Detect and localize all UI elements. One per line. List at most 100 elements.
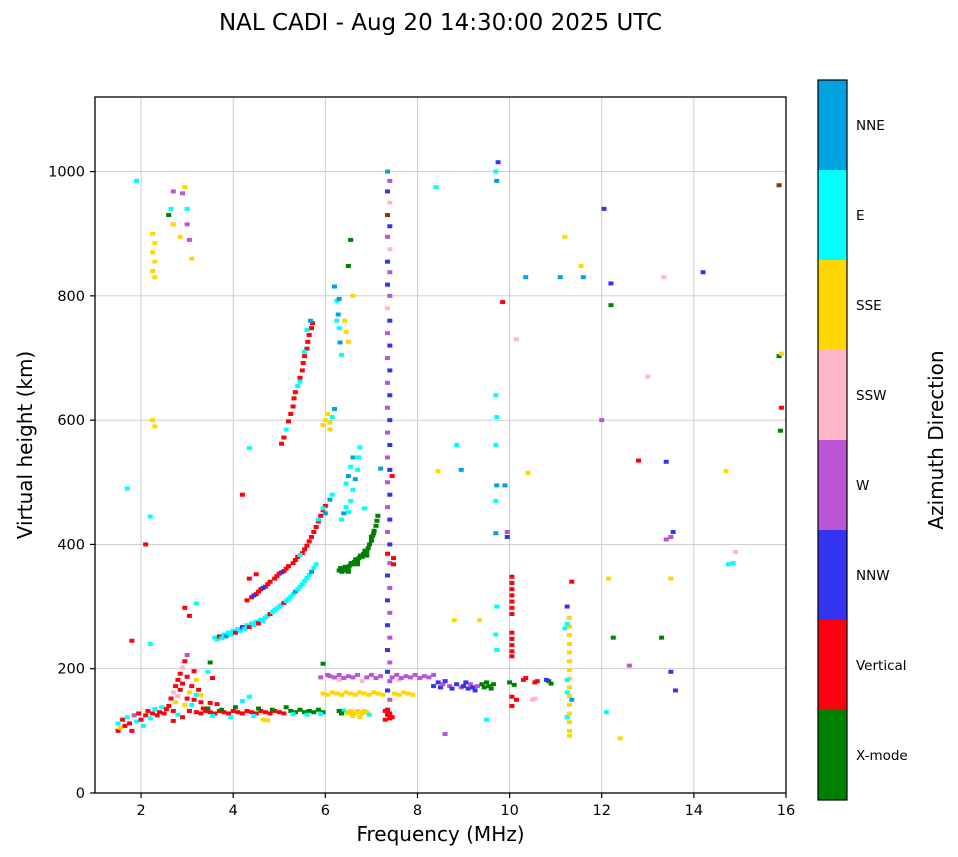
scatter-point (474, 684, 480, 689)
scatter-point (410, 692, 416, 697)
scatter-point (494, 415, 500, 420)
scatter-point (159, 705, 165, 710)
scatter-point (166, 213, 172, 218)
scatter-point (543, 677, 549, 682)
scatter-point (366, 712, 372, 717)
scatter-point (336, 708, 342, 713)
scatter-point (442, 679, 448, 684)
scatter-point (122, 723, 128, 728)
scatter-point (356, 556, 362, 561)
scatter-point (299, 582, 305, 587)
scatter-point (309, 321, 315, 326)
scatter-point (385, 688, 391, 693)
scatter-point (246, 446, 252, 451)
scatter-point (335, 312, 341, 317)
scatter-point (548, 681, 554, 686)
scatter-point (385, 189, 391, 194)
scatter-point (449, 686, 455, 691)
scatter-point (260, 619, 266, 624)
scatter-point (387, 542, 393, 547)
scatter-point (580, 275, 586, 280)
scatter-point (776, 354, 782, 359)
scatter-point (359, 711, 365, 716)
scatter-point (290, 561, 296, 566)
scatter-point (387, 200, 393, 205)
scatter-point (242, 626, 248, 631)
scatter-point (274, 574, 280, 579)
scatter-point (244, 708, 250, 713)
scatter-point (375, 691, 381, 696)
scatter-point (315, 707, 321, 712)
colorbar-segment-sse (818, 260, 847, 350)
scatter-point (295, 383, 301, 388)
scatter-point (361, 691, 367, 696)
scatter-point (661, 275, 667, 280)
scatter-point (569, 697, 575, 702)
scatter-point (327, 420, 333, 425)
scatter-point (433, 185, 439, 190)
scatter-point (325, 692, 331, 697)
scatter-point (778, 351, 784, 356)
scatter-point (359, 554, 365, 559)
scatter-point (385, 169, 391, 174)
scatter-point (564, 604, 570, 609)
scatter-point (302, 579, 308, 584)
scatter-point (345, 711, 351, 716)
scatter-point (173, 700, 179, 705)
scatter-point (184, 653, 190, 658)
scatter-point (617, 736, 623, 741)
scatter-point (338, 566, 344, 571)
scatter-point (412, 672, 418, 677)
scatter-point (260, 585, 266, 590)
scatter-point (341, 511, 347, 516)
scatter-point (350, 713, 356, 718)
scatter-point (371, 528, 377, 533)
scatter-point (663, 537, 669, 542)
scatter-point (355, 562, 361, 567)
scatter-point (389, 715, 395, 720)
scatter-point (511, 682, 517, 687)
scatter-point (396, 692, 402, 697)
scatter-point (408, 675, 414, 680)
scatter-point (336, 672, 342, 677)
scatter-point (182, 605, 188, 610)
scatter-point (297, 379, 303, 384)
scatter-point (127, 721, 133, 726)
scatter-point (184, 222, 190, 227)
scatter-point (193, 601, 199, 606)
scatter-point (170, 708, 176, 713)
scatter-point (385, 623, 391, 628)
scatter-point (320, 691, 326, 696)
scatter-point (327, 497, 333, 502)
scatter-point (465, 686, 471, 691)
scatter-point (170, 690, 176, 695)
scatter-point (352, 477, 358, 482)
scatter-point (239, 711, 245, 716)
scatter-point (140, 723, 146, 728)
scatter-point (345, 264, 351, 269)
scatter-point (778, 405, 784, 410)
scatter-point (329, 492, 335, 497)
scatter-point (355, 558, 361, 563)
scatter-point (405, 691, 411, 696)
scatter-point (458, 467, 464, 472)
plot-frame (94, 96, 787, 794)
scatter-point (320, 661, 326, 666)
scatter-point (365, 546, 371, 551)
scatter-point (359, 679, 365, 684)
scatter-point (313, 562, 319, 567)
scatter-point (308, 318, 314, 323)
scatter-point (438, 685, 443, 690)
scatter-point (371, 531, 377, 536)
scatter-point (417, 676, 423, 681)
scatter-point (262, 710, 268, 715)
scatter-point (189, 702, 195, 707)
scatter-point (509, 593, 515, 598)
scatter-point (180, 715, 186, 720)
scatter-point (133, 719, 139, 724)
scatter-point (578, 264, 584, 269)
scatter-point (191, 669, 197, 674)
scatter-point (318, 675, 324, 680)
scatter-point (391, 691, 397, 696)
scatter-point (421, 674, 427, 679)
